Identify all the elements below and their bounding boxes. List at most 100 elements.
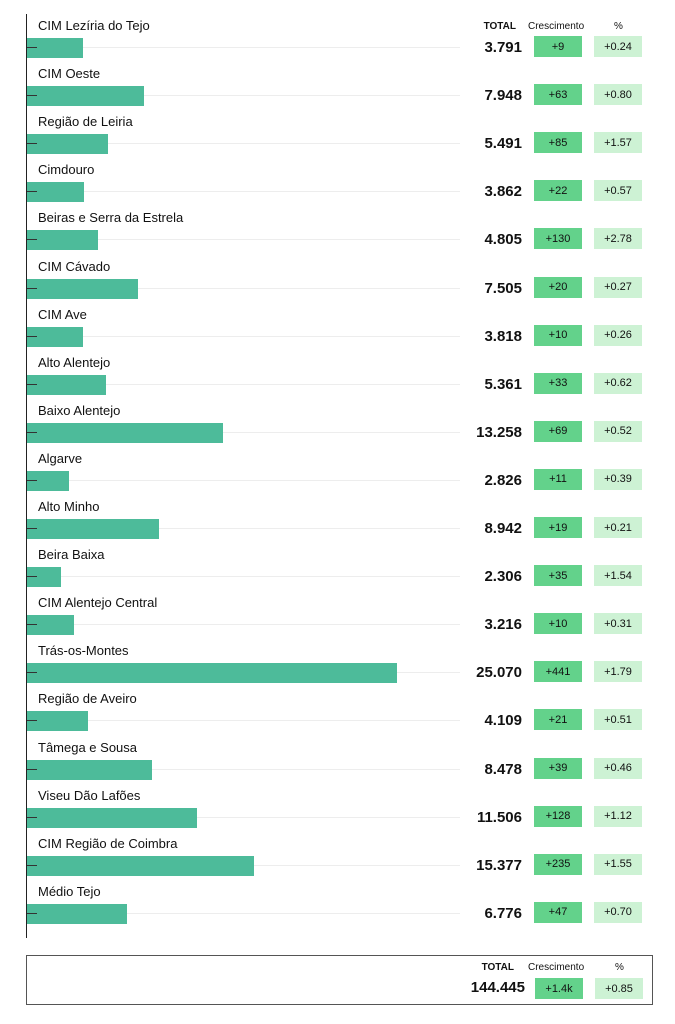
summary-header-pct: % bbox=[615, 962, 624, 973]
category-label: CIM Cávado bbox=[38, 258, 111, 274]
bar bbox=[27, 278, 138, 299]
gridline bbox=[27, 287, 460, 289]
category-label: CIM Região de Coimbra bbox=[38, 835, 178, 851]
summary-box: TOTAL Crescimento % 144.445 +1.4k +0.85 bbox=[26, 955, 653, 1005]
bar bbox=[27, 470, 69, 491]
value-label: 5.361 bbox=[484, 375, 522, 393]
value-label: 5.491 bbox=[484, 135, 522, 153]
bar-tick bbox=[27, 816, 37, 818]
gridline bbox=[27, 479, 460, 481]
chart-row: CIM Lezíria do Tejo 3.791 +9 +0.24 bbox=[0, 16, 675, 64]
pct-badge: +0.24 bbox=[594, 36, 642, 57]
value-label: 3.818 bbox=[484, 327, 522, 345]
bar-tick bbox=[27, 479, 37, 481]
growth-badge: +39 bbox=[534, 757, 582, 779]
bar-chart: TOTAL Crescimento % CIM Lezíria do Tejo 3… bbox=[0, 14, 675, 938]
gridline bbox=[27, 95, 460, 97]
bar bbox=[27, 855, 254, 876]
chart-row: CIM Ave 3.818 +10 +0.26 bbox=[0, 305, 675, 353]
bar-tick bbox=[27, 576, 37, 578]
category-label: CIM Ave bbox=[38, 306, 87, 322]
bar bbox=[27, 663, 397, 684]
bar-tick bbox=[27, 912, 37, 914]
pct-badge: +0.52 bbox=[594, 420, 642, 442]
chart-row: Algarve 2.826 +11 +0.39 bbox=[0, 449, 675, 497]
pct-badge: +0.39 bbox=[594, 468, 642, 490]
bar-tick bbox=[27, 47, 37, 48]
bar bbox=[27, 182, 84, 203]
category-label: CIM Oeste bbox=[38, 66, 101, 82]
bar-tick bbox=[27, 720, 37, 722]
gridline bbox=[27, 576, 460, 578]
chart-row: CIM Alentejo Central 3.216 +10 +0.31 bbox=[0, 593, 675, 641]
gridline bbox=[27, 47, 460, 48]
pct-badge: +1.79 bbox=[594, 661, 642, 683]
bar bbox=[27, 86, 145, 107]
category-label: Algarve bbox=[38, 450, 83, 466]
category-label: CIM Lezíria do Tejo bbox=[38, 18, 150, 33]
bar-tick bbox=[27, 287, 37, 289]
pct-badge: +2.78 bbox=[594, 228, 642, 250]
y-axis-line bbox=[26, 14, 27, 938]
pct-badge: +0.80 bbox=[594, 84, 642, 106]
value-label: 8.478 bbox=[484, 760, 522, 778]
chart-row: Cimdouro 3.862 +22 +0.57 bbox=[0, 160, 675, 208]
header-total: TOTAL bbox=[483, 21, 516, 32]
value-label: 2.306 bbox=[484, 568, 522, 586]
value-label: 7.948 bbox=[484, 87, 522, 105]
gridline bbox=[27, 383, 460, 385]
growth-badge: +235 bbox=[534, 853, 582, 875]
growth-badge: +47 bbox=[534, 901, 582, 923]
growth-badge: +35 bbox=[534, 565, 582, 587]
bar bbox=[27, 711, 88, 732]
bar-tick bbox=[27, 95, 37, 97]
bar bbox=[27, 615, 75, 636]
gridline bbox=[27, 720, 460, 722]
value-label: 8.942 bbox=[484, 520, 522, 537]
growth-badge: +22 bbox=[534, 180, 582, 202]
growth-badge: +63 bbox=[534, 84, 582, 106]
value-label: 3.862 bbox=[484, 183, 522, 201]
value-label: 13.258 bbox=[476, 423, 522, 441]
category-label: Trás-os-Montes bbox=[38, 643, 129, 659]
chart-row: Alto Alentejo 5.361 +33 +0.62 bbox=[0, 353, 675, 401]
bar-tick bbox=[27, 624, 37, 626]
gridline bbox=[27, 528, 460, 529]
growth-badge: +85 bbox=[534, 132, 582, 154]
chart-row: Médio Tejo 6.776 +47 +0.70 bbox=[0, 882, 675, 930]
pct-badge: +1.57 bbox=[594, 132, 642, 154]
bar-tick bbox=[27, 191, 37, 193]
bar bbox=[27, 38, 83, 58]
value-label: 3.216 bbox=[484, 616, 522, 634]
pct-badge: +1.54 bbox=[594, 565, 642, 587]
chart-row: CIM Cávado 7.505 +20 +0.27 bbox=[0, 257, 675, 305]
value-label: 3.791 bbox=[484, 39, 522, 56]
summary-total: 144.445 bbox=[470, 979, 525, 996]
value-label: 2.826 bbox=[484, 471, 522, 489]
gridline bbox=[27, 335, 460, 337]
category-label: Médio Tejo bbox=[38, 883, 101, 899]
growth-badge: +33 bbox=[534, 372, 582, 394]
category-label: Tâmega e Sousa bbox=[38, 739, 138, 755]
pct-badge: +0.57 bbox=[594, 180, 642, 202]
growth-badge: +19 bbox=[534, 517, 582, 538]
pct-badge: +0.51 bbox=[594, 709, 642, 731]
gridline bbox=[27, 191, 460, 193]
bar-tick bbox=[27, 383, 37, 385]
bar bbox=[27, 903, 127, 924]
chart-row: Beira Baixa 2.306 +35 +1.54 bbox=[0, 545, 675, 593]
bar bbox=[27, 374, 107, 395]
growth-badge: +130 bbox=[534, 228, 582, 250]
header-pct: % bbox=[614, 21, 623, 32]
value-label: 4.109 bbox=[484, 712, 522, 730]
growth-badge: +9 bbox=[534, 36, 582, 57]
bar bbox=[27, 326, 84, 347]
category-label: CIM Alentejo Central bbox=[38, 595, 158, 611]
growth-badge: +20 bbox=[534, 276, 582, 298]
chart-row: CIM Oeste 7.948 +63 +0.80 bbox=[0, 64, 675, 112]
bar-tick bbox=[27, 239, 37, 241]
value-label: 7.505 bbox=[484, 279, 522, 297]
category-label: Região de Leiria bbox=[38, 114, 133, 130]
summary-pct-badge: +0.85 bbox=[595, 978, 643, 999]
growth-badge: +128 bbox=[534, 805, 582, 827]
